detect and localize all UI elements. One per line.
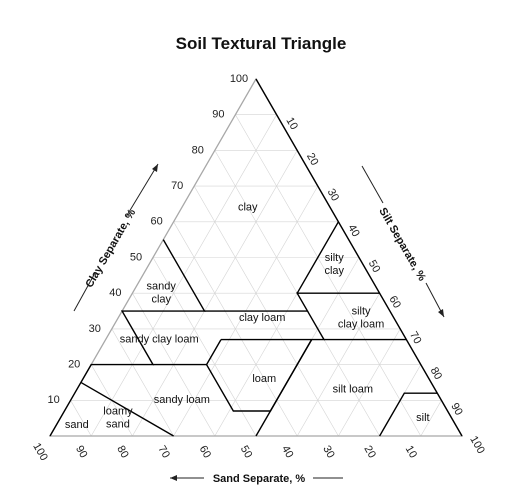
sand-tick-label: 50 (238, 444, 255, 461)
sand-tick-label: 20 (361, 444, 378, 461)
silt-tick-label: 50 (366, 258, 383, 275)
sand-tick-label: 10 (403, 444, 420, 461)
clay-tick-label: 70 (171, 180, 183, 192)
sand-tick-label: 60 (197, 444, 214, 461)
silt-tick-label: 80 (428, 365, 445, 382)
silt-axis-label: Silt Separate, % (376, 206, 428, 284)
sand-tick-label: 100 (30, 441, 50, 463)
silt-axis-title: Silt Separate, % (376, 206, 428, 284)
region-label-silt: silt (416, 412, 429, 424)
region-label-clay-loam: clay loam (239, 312, 285, 324)
sand-tick-label: 80 (114, 444, 131, 461)
region-label-sandy-clay-loam: sandy clay loam (120, 334, 199, 346)
texture-class-boundaries (49, 78, 463, 437)
silt-tick-label: 10 (283, 115, 300, 132)
grid-line (296, 293, 380, 437)
grid-line (420, 400, 442, 437)
grid-line (235, 114, 422, 437)
sand-tick-label: 40 (279, 444, 296, 461)
clay-axis-title: Clay Separate, % (84, 207, 139, 290)
clay-tick-label: 60 (150, 216, 162, 228)
sand-tick-label: 70 (155, 444, 172, 461)
diagram-title: Soil Textural Triangle (176, 34, 347, 53)
region-label-sand: sand (65, 419, 89, 431)
boundary-line (49, 239, 206, 437)
region-label-silty-clay-loam: clay loam (338, 319, 384, 331)
sand-tick-label: 30 (320, 444, 337, 461)
silt-tick-label: 70 (407, 330, 424, 347)
region-label-loam: loam (252, 373, 276, 385)
clay-tick-label: 80 (192, 144, 204, 156)
clay-tick-label: 20 (68, 359, 80, 371)
clay-tick-label: 100 (230, 73, 248, 85)
triangle-grid (70, 114, 442, 437)
region-label-sandy-clay: sandy (147, 281, 177, 293)
sand-axis-label: Sand Separate, % (213, 473, 306, 485)
clay-axis-arrow (73, 163, 159, 312)
silt-tick-label: 30 (325, 187, 342, 204)
sand-axis-arrow (170, 475, 343, 481)
boundary-line (255, 78, 463, 437)
axis-tick-labels: 1020304050607080901001020304050607080901… (30, 73, 487, 463)
silt-tick-label: 40 (345, 222, 362, 239)
silt-axis-arrow (361, 165, 445, 318)
clay-tick-label: 90 (212, 109, 224, 121)
region-label-sandy-clay: clay (151, 294, 171, 306)
clay-tick-label: 10 (47, 394, 59, 406)
clay-tick-label: 50 (130, 251, 142, 263)
boundary-line (296, 221, 340, 294)
grid-line (152, 257, 257, 437)
grid-line (70, 400, 92, 437)
silt-tick-label: 20 (304, 151, 321, 168)
grid-line (338, 328, 401, 437)
clay-tick-label: 30 (89, 323, 101, 335)
clay-tick-label: 40 (109, 287, 121, 299)
region-label-loamy-sand: loamy (103, 406, 133, 418)
boundary-line (204, 292, 380, 312)
region-label-clay: clay (238, 201, 258, 213)
region-label-sandy-loam: sandy loam (154, 394, 210, 406)
silt-tick-label: 90 (448, 401, 465, 418)
grid-line (111, 328, 174, 437)
region-label-silty-clay-loam: silty (352, 306, 371, 318)
region-label-silty-clay: clay (324, 265, 344, 277)
boundary-line (378, 392, 438, 437)
boundary-line (255, 339, 313, 437)
region-label-silt-loam: silt loam (333, 383, 373, 395)
sand-axis-title: Sand Separate, % (213, 473, 306, 485)
silt-tick-label: 60 (386, 294, 403, 311)
silt-tick-label: 100 (467, 434, 487, 456)
sand-tick-label: 90 (73, 444, 90, 461)
region-label-loamy-sand: sand (106, 419, 130, 431)
boundary-line (80, 381, 174, 437)
clay-axis-label: Clay Separate, % (84, 207, 139, 290)
region-label-silty-clay: silty (325, 252, 344, 264)
